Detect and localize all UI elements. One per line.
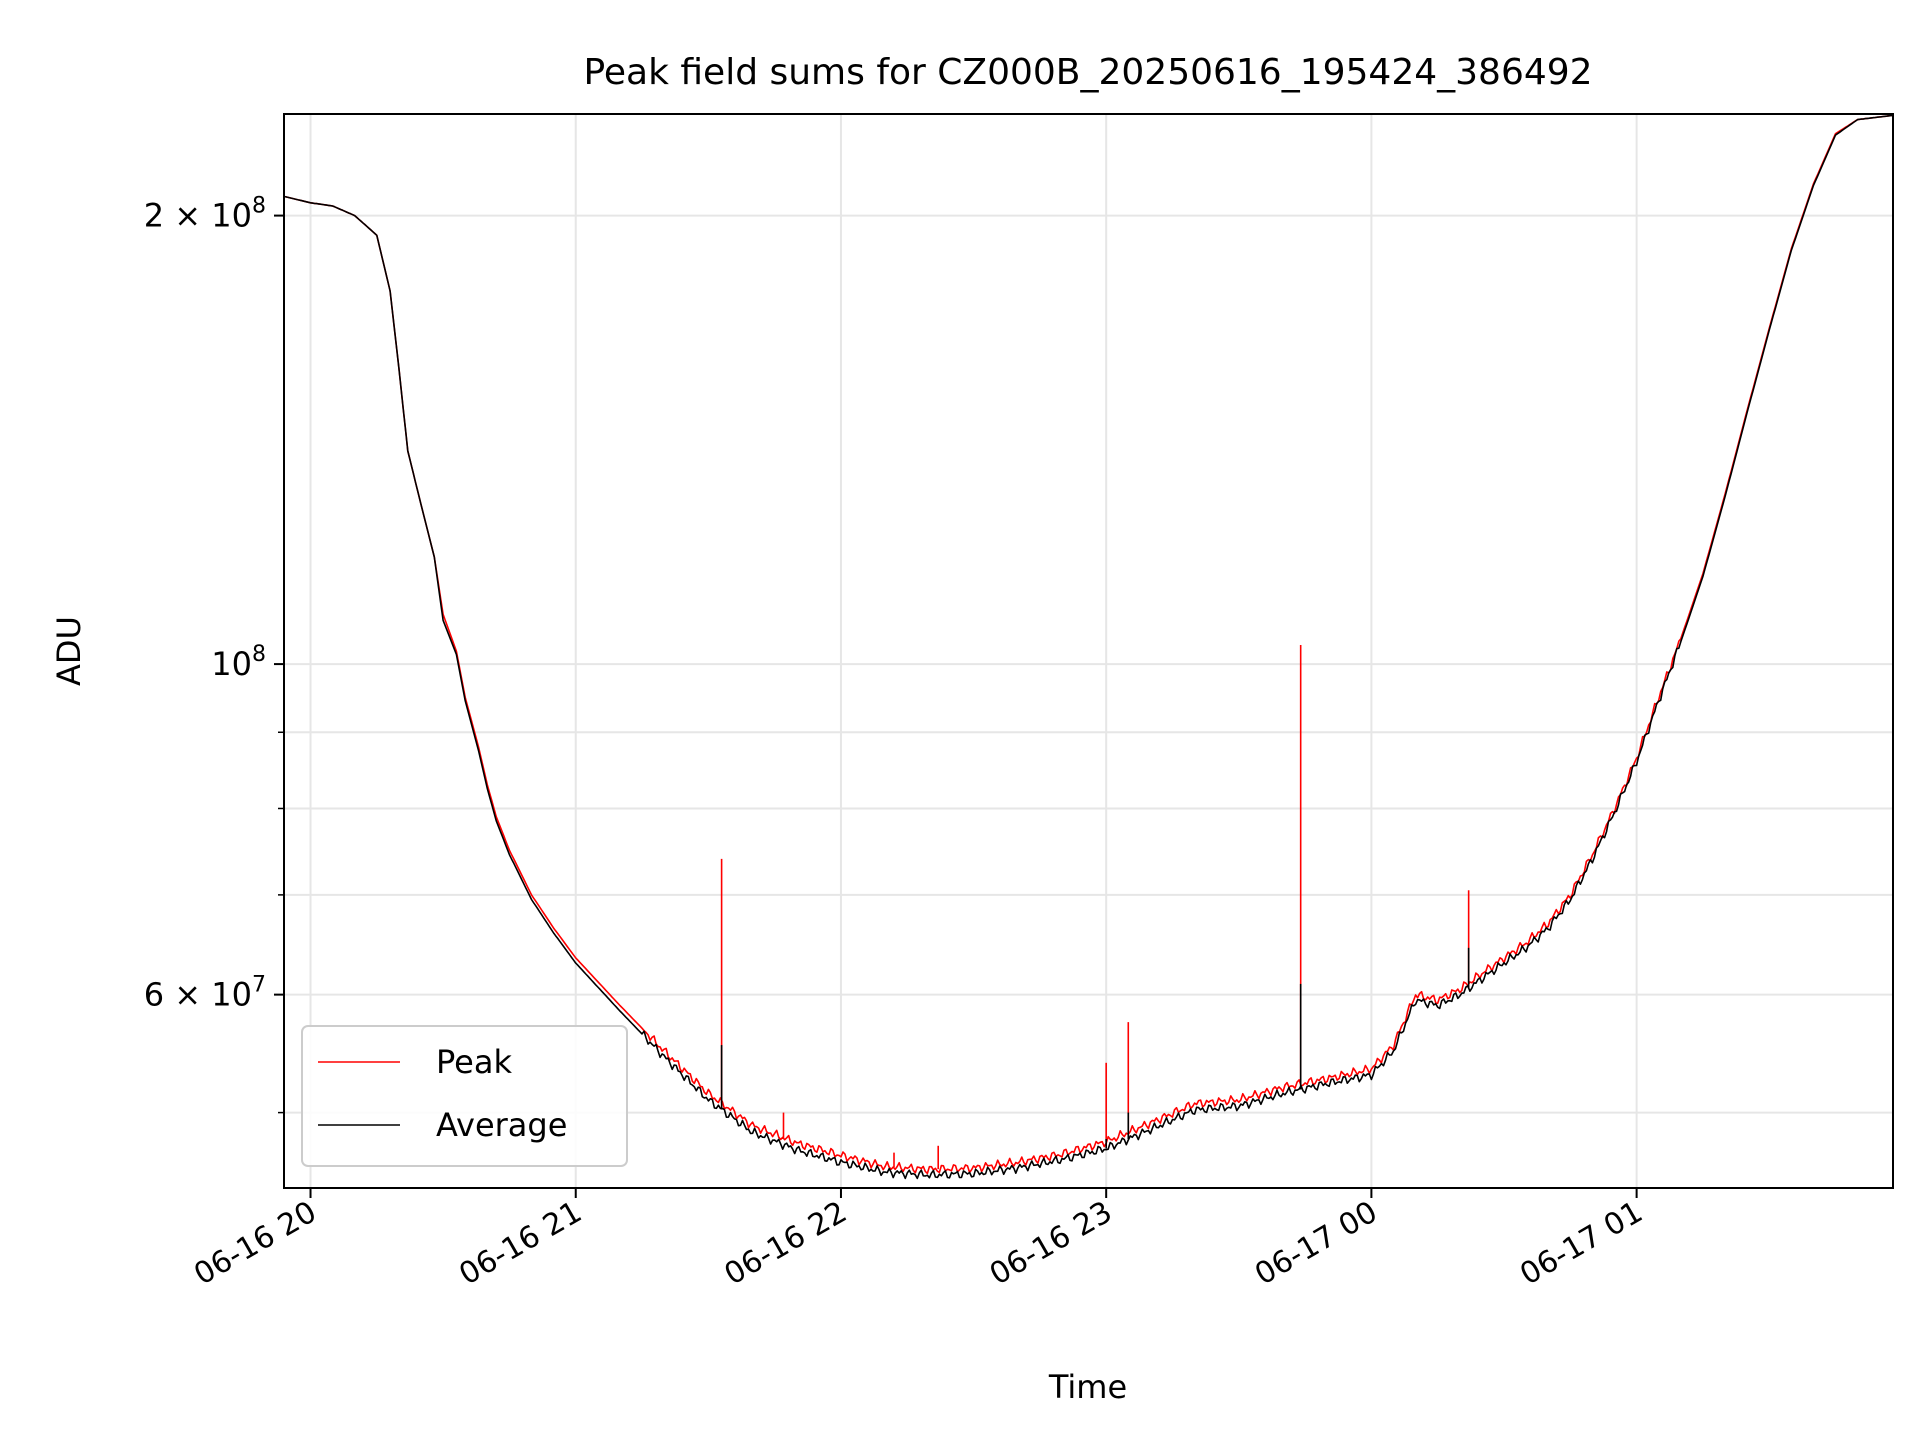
- y-axis-label: ADU: [50, 616, 88, 686]
- legend: Peak Average: [301, 1025, 628, 1167]
- y-tick-label: 108: [211, 642, 266, 683]
- y-tick-label-base: 2 × 10: [144, 197, 252, 235]
- legend-label-average: Average: [436, 1106, 567, 1144]
- legend-label-peak: Peak: [436, 1043, 512, 1081]
- y-tick-label-exponent: 7: [252, 973, 266, 998]
- y-tick-label: 6 × 107: [144, 973, 266, 1014]
- grid: [284, 114, 1893, 1188]
- series-line-average: [283, 114, 1894, 1180]
- y-tick-label-exponent: 8: [252, 642, 266, 667]
- y-tick-label-exponent: 8: [252, 194, 266, 219]
- chart-title: Peak field sums for CZ000B_20250616_1954…: [583, 52, 1592, 93]
- y-tick-label-base: 6 × 10: [144, 976, 252, 1014]
- legend-box: [301, 1025, 628, 1167]
- x-axis-label: Time: [1048, 1368, 1127, 1406]
- axes-frame: [283, 113, 1894, 1189]
- y-tick-label-base: 10: [211, 645, 252, 683]
- plot-lines: [283, 114, 1894, 1180]
- y-tick-label: 2 × 108: [144, 194, 266, 235]
